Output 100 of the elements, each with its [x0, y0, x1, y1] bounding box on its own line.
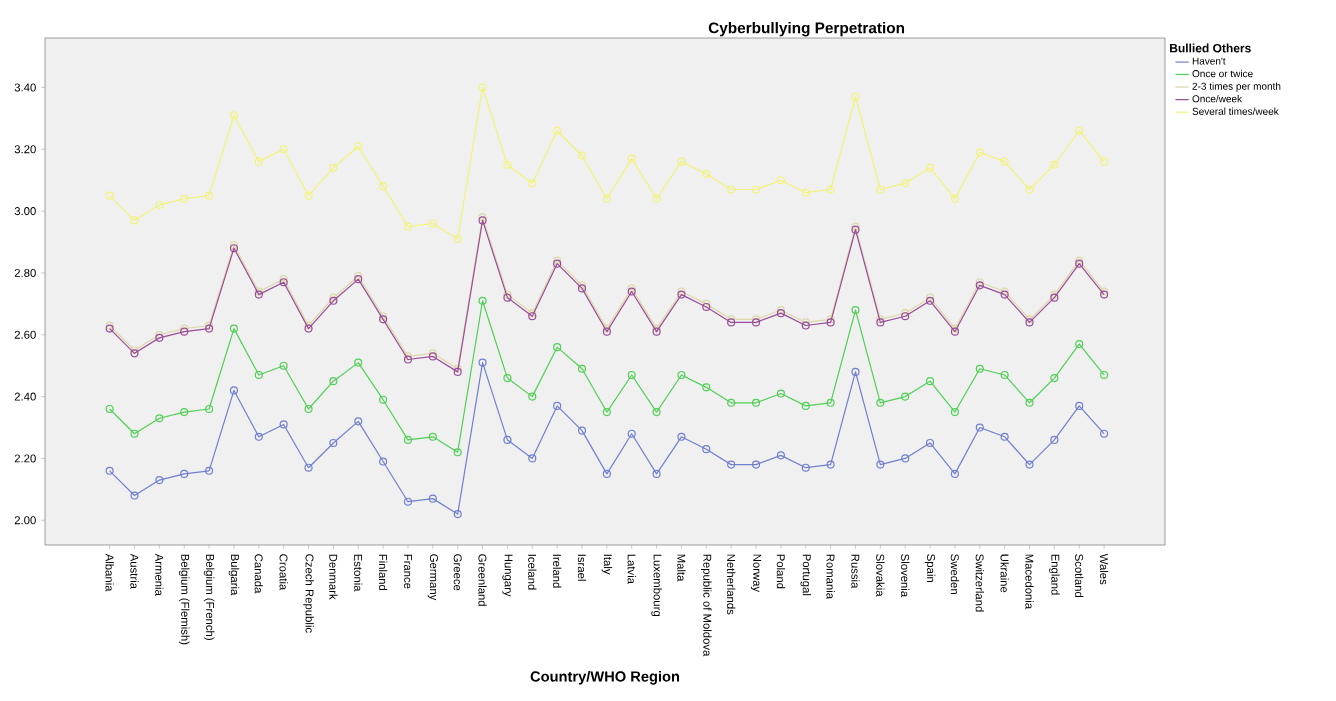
x-tick-label: Switzerland — [975, 554, 984, 612]
point — [105, 404, 114, 414]
point — [254, 157, 263, 166]
point — [975, 364, 984, 373]
point — [801, 188, 810, 197]
point — [876, 185, 885, 194]
point — [801, 401, 810, 410]
point — [553, 401, 562, 410]
x-tick-label: Wales — [1099, 553, 1109, 585]
point — [1000, 157, 1009, 166]
legend-label: Haven't — [1192, 57, 1226, 65]
point — [229, 324, 239, 333]
point — [1050, 435, 1059, 444]
point — [354, 142, 363, 151]
y-tick-label: 2.60 — [14, 330, 36, 339]
point — [503, 435, 512, 444]
point — [926, 377, 935, 386]
point — [1050, 160, 1059, 169]
point — [130, 216, 139, 225]
point — [503, 373, 512, 383]
x-tick-label: Czech Republic — [303, 554, 314, 633]
point — [727, 398, 736, 407]
point — [453, 510, 462, 519]
point — [1100, 157, 1109, 166]
point — [130, 429, 139, 438]
point — [702, 299, 711, 308]
x-tick-label: England — [1049, 554, 1060, 595]
point — [751, 185, 761, 194]
x-tick-label: Italy — [601, 554, 613, 575]
point — [702, 383, 711, 392]
point — [826, 460, 835, 469]
point — [727, 460, 736, 469]
y-tick-label: 2.00 — [14, 516, 36, 525]
x-tick-label: Russia — [851, 554, 860, 589]
y-tick-label: 3.20 — [14, 145, 36, 154]
point — [553, 343, 562, 352]
x-tick-label: Slovakia — [876, 554, 885, 597]
point — [1025, 185, 1034, 194]
point — [205, 191, 214, 200]
legend-label: Once/week — [1192, 95, 1243, 103]
point — [826, 398, 835, 407]
point — [403, 497, 413, 506]
point — [428, 494, 437, 503]
point — [180, 469, 189, 478]
point — [180, 194, 189, 203]
point — [776, 305, 785, 315]
x-tick-label: Germany — [427, 554, 438, 601]
x-tick-label: Armenia — [155, 553, 164, 596]
x-tick-label: Belgium (French) — [203, 554, 215, 640]
point — [379, 457, 388, 466]
point — [627, 429, 636, 438]
y-tick-label: 3.00 — [14, 207, 36, 216]
point — [229, 386, 239, 395]
x-tick-label: Canada — [254, 554, 263, 594]
point — [1025, 460, 1034, 469]
x-tick-label: Slovenia — [901, 554, 910, 598]
x-tick-label: Macedonia — [1025, 554, 1034, 610]
legend-label: Several times/week — [1192, 107, 1279, 115]
x-tick-label: Denmark — [329, 554, 338, 600]
point — [155, 414, 164, 423]
point — [876, 460, 885, 469]
x-tick-label: Greece — [453, 554, 462, 591]
point — [751, 398, 761, 407]
point — [1075, 339, 1084, 349]
point — [105, 191, 114, 200]
point — [254, 370, 263, 380]
point — [1100, 429, 1109, 438]
point — [428, 219, 437, 228]
point — [677, 370, 686, 380]
point — [1025, 398, 1034, 407]
point — [776, 389, 785, 398]
point — [950, 408, 959, 417]
point — [329, 163, 338, 172]
point — [205, 404, 214, 414]
point — [354, 271, 363, 281]
x-tick-label: Sweden — [950, 554, 960, 594]
point — [801, 463, 810, 472]
point — [577, 426, 587, 435]
point — [577, 364, 587, 373]
point — [304, 404, 313, 414]
point — [180, 408, 189, 417]
x-tick-label: Croatia — [279, 554, 288, 591]
point — [453, 234, 462, 244]
point — [1075, 126, 1084, 135]
point — [1075, 401, 1084, 410]
point — [627, 154, 636, 163]
point — [577, 151, 587, 160]
point — [354, 358, 363, 367]
point — [279, 420, 288, 429]
point — [304, 463, 313, 472]
point — [851, 367, 860, 376]
point — [304, 191, 313, 200]
point — [428, 432, 437, 441]
x-tick-label: Finland — [378, 554, 388, 591]
point — [205, 466, 214, 475]
point — [901, 392, 910, 401]
point — [851, 92, 860, 101]
x-tick-label: Scotland — [1075, 554, 1084, 598]
x-tick-label: Republic of Moldova — [701, 554, 712, 657]
x-tick-label: Latvia — [627, 554, 636, 584]
